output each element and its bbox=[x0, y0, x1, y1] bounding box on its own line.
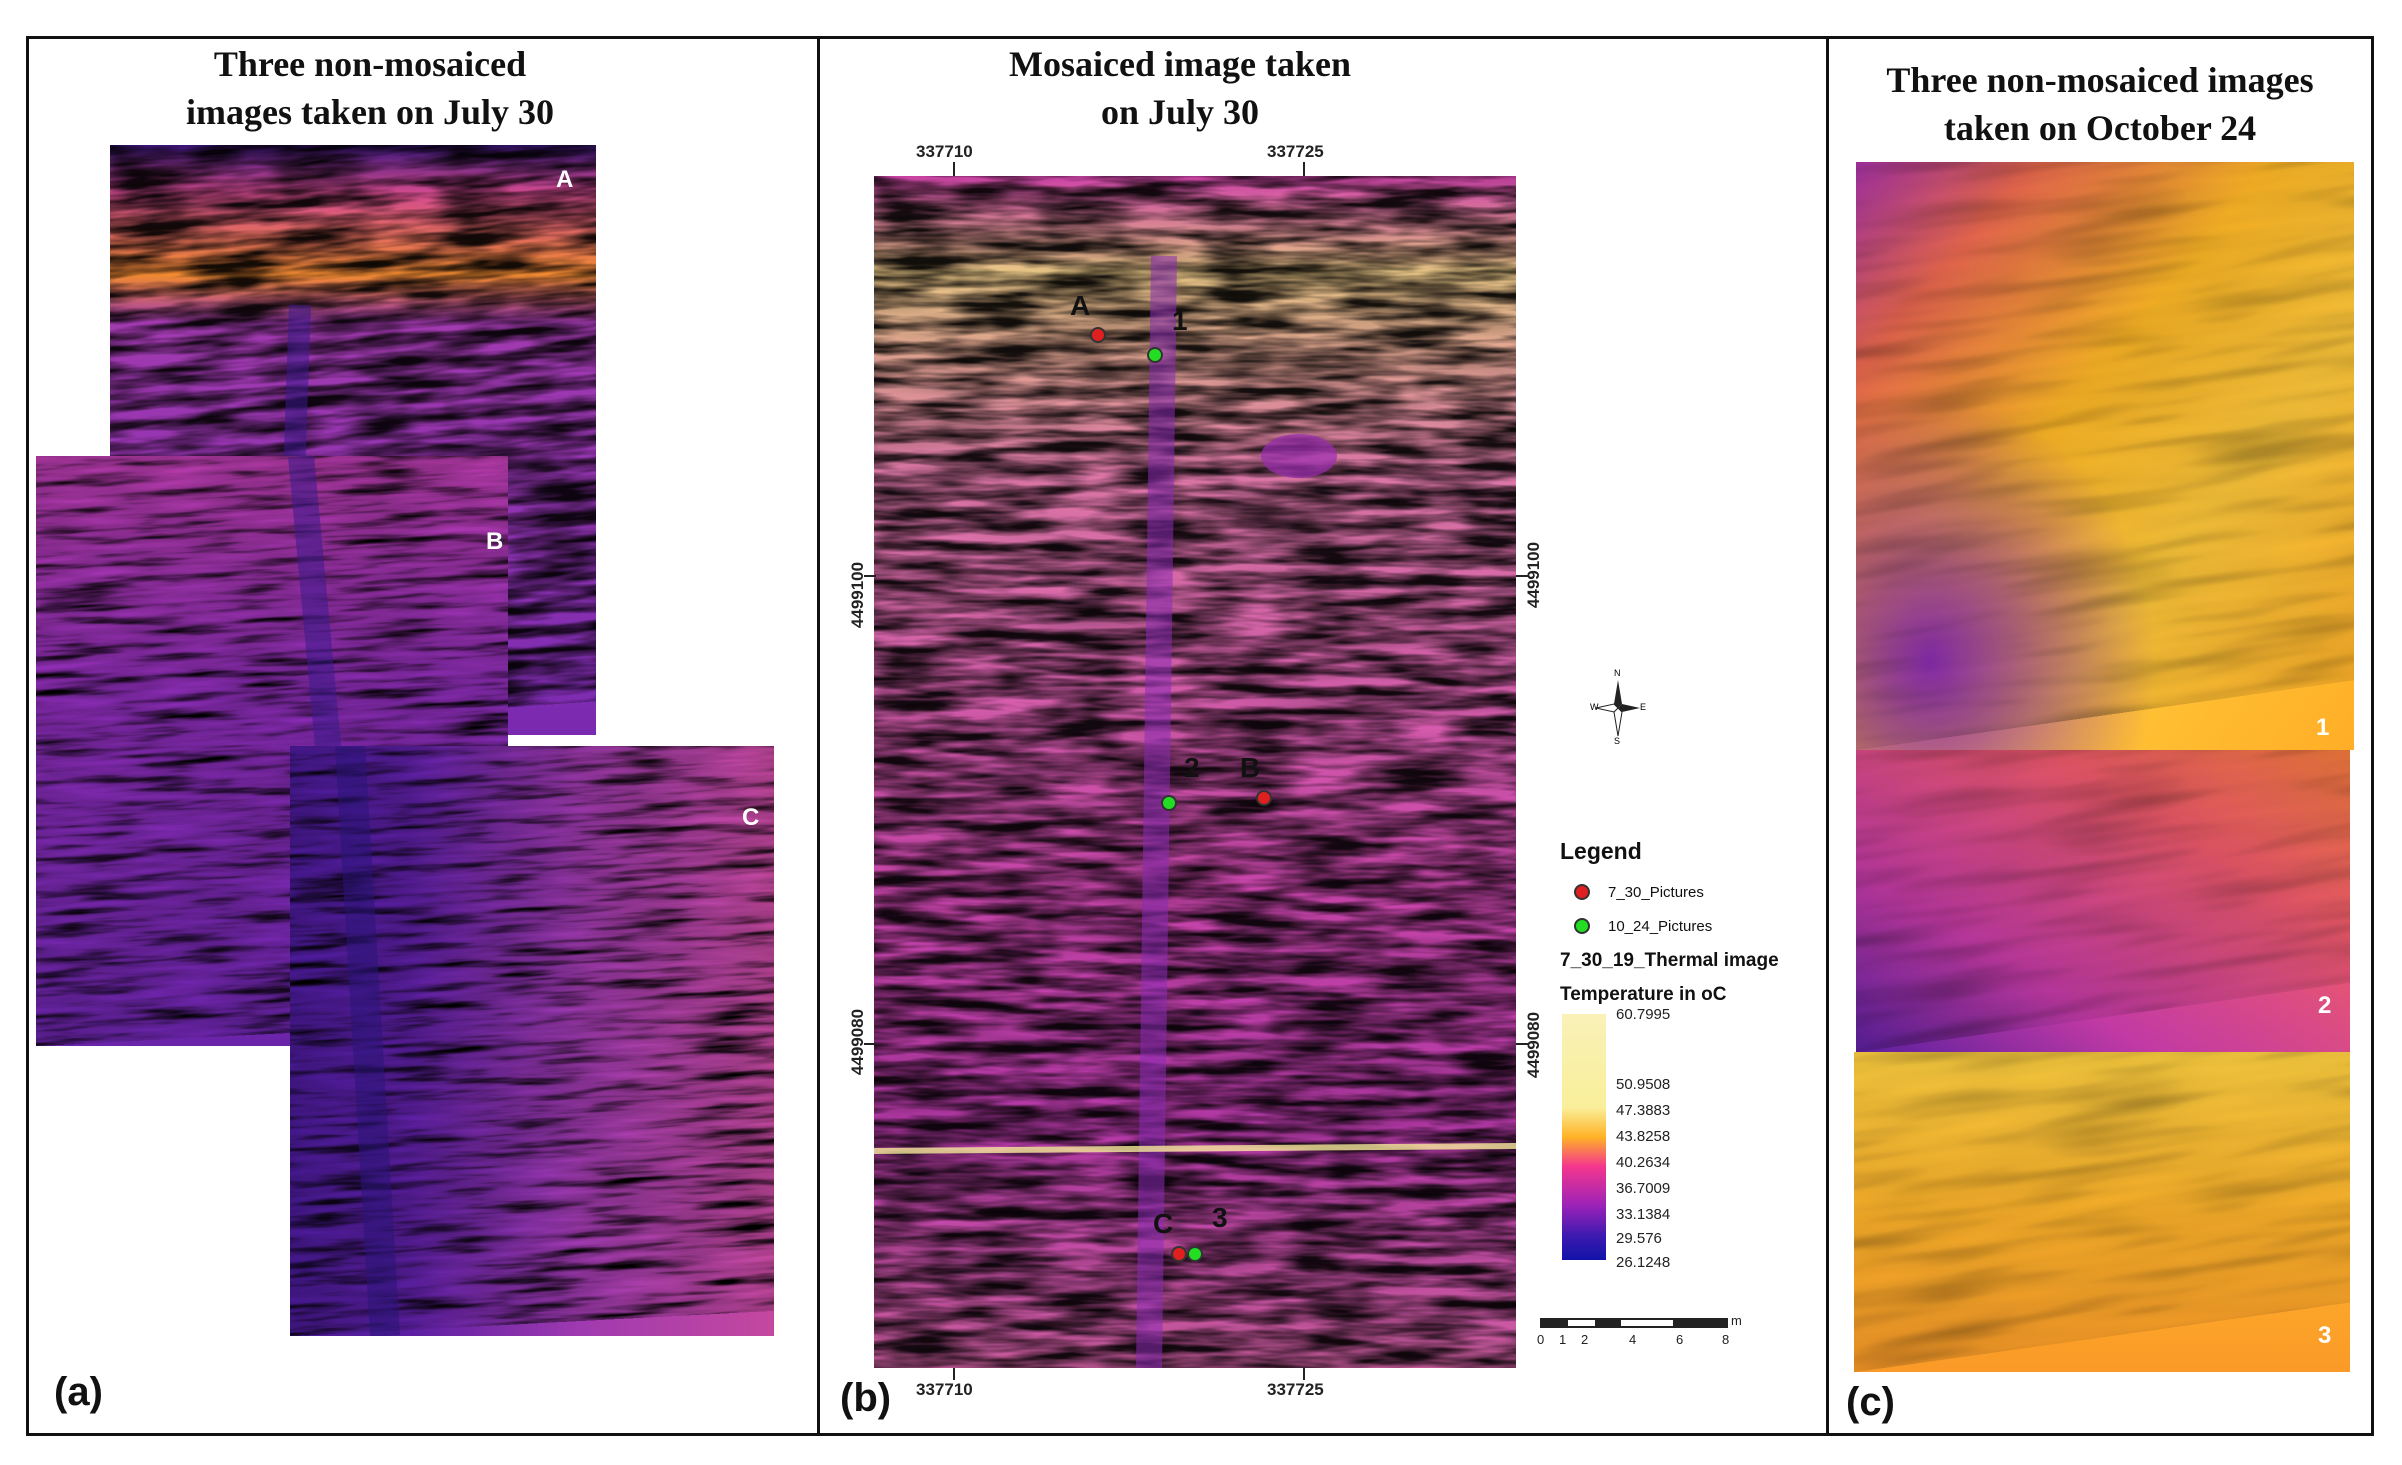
x-coord-bottom-2: 337725 bbox=[1267, 1380, 1324, 1399]
oct-thermal-tile-3 bbox=[1854, 1052, 2350, 1372]
tick-bottom-1 bbox=[953, 1368, 955, 1380]
scale-tick-4: 4 bbox=[1629, 1332, 1637, 1347]
scale-tick-8: 8 bbox=[1722, 1332, 1730, 1347]
tick-left-2 bbox=[864, 1043, 876, 1045]
legend-green-swatch bbox=[1574, 918, 1590, 934]
tick-bottom-2 bbox=[1303, 1368, 1305, 1380]
tick-top-1 bbox=[953, 162, 955, 178]
oct-thermal-tile-2 bbox=[1856, 750, 2350, 1052]
marker-green-1 bbox=[1147, 347, 1163, 363]
ramp-value-5: 40.2634 bbox=[1616, 1154, 1671, 1171]
legend-layer-name: 7_30_19_Thermal image bbox=[1560, 950, 1779, 971]
marker-label-1: 1 bbox=[1172, 305, 1188, 336]
oct-tile-label-3: 3 bbox=[2318, 1322, 2332, 1349]
marker-label-3: 3 bbox=[1212, 1202, 1228, 1233]
panel-c-label: (c) bbox=[1846, 1380, 1895, 1424]
scale-tick-2: 2 bbox=[1581, 1332, 1589, 1347]
tick-top-2 bbox=[1303, 162, 1305, 178]
x-coord-bottom-1: 337710 bbox=[916, 1380, 973, 1399]
legend-units: Temperature in oC bbox=[1560, 984, 1727, 1005]
oct-tile-label-2: 2 bbox=[2318, 992, 2332, 1019]
marker-red-c bbox=[1171, 1246, 1187, 1262]
tile-label-c: C bbox=[742, 804, 760, 831]
legend-green-label: 10_24_Pictures bbox=[1608, 918, 1713, 935]
thermal-tile-c bbox=[290, 746, 774, 1336]
ramp-value-2: 50.9508 bbox=[1616, 1076, 1671, 1093]
marker-green-2 bbox=[1161, 795, 1177, 811]
marker-label-a: A bbox=[1070, 290, 1091, 321]
panel-a-title: Three non-mosaiced images taken on July … bbox=[185, 44, 555, 132]
x-coord-top-2: 337725 bbox=[1267, 142, 1324, 161]
oct-thermal-tile-1 bbox=[1856, 162, 2354, 750]
ramp-value-4: 43.8258 bbox=[1616, 1128, 1671, 1145]
panel-c-title: Three non-mosaiced images taken on Octob… bbox=[1886, 60, 2314, 148]
ramp-value-9: 26.1248 bbox=[1616, 1254, 1671, 1271]
y-coord-left-2: 4499080 bbox=[848, 1008, 867, 1076]
tick-right-2 bbox=[1516, 1043, 1528, 1045]
compass-e: E bbox=[1640, 702, 1647, 712]
panel-a-label: (a) bbox=[54, 1370, 103, 1414]
ramp-value-6: 36.7009 bbox=[1616, 1180, 1671, 1197]
panel-divider-1 bbox=[817, 36, 820, 1436]
x-coord-top-1: 337710 bbox=[916, 142, 973, 161]
scale-tick-0: 0 bbox=[1537, 1332, 1545, 1347]
marker-label-b: B bbox=[1240, 752, 1261, 783]
tile-label-a: A bbox=[556, 166, 574, 193]
temperature-color-ramp bbox=[1562, 1014, 1606, 1260]
scale-bar bbox=[1540, 1318, 1728, 1328]
marker-red-a bbox=[1090, 327, 1106, 343]
y-coord-left-1: 4499100 bbox=[848, 561, 867, 629]
scale-tick-1: 1 bbox=[1559, 1332, 1567, 1347]
legend-title: Legend bbox=[1560, 838, 1642, 864]
marker-label-2: 2 bbox=[1184, 752, 1200, 783]
legend-red-swatch bbox=[1574, 884, 1590, 900]
oct-tile-label-1: 1 bbox=[2316, 714, 2330, 741]
legend-red-label: 7_30_Pictures bbox=[1608, 884, 1704, 901]
scale-tick-6: 6 bbox=[1676, 1332, 1684, 1347]
marker-label-c: C bbox=[1153, 1208, 1174, 1239]
marker-red-b bbox=[1256, 790, 1272, 806]
ramp-value-1: 60.7995 bbox=[1616, 1006, 1671, 1023]
scale-unit: m bbox=[1731, 1313, 1742, 1328]
tick-right-1 bbox=[1516, 575, 1528, 577]
north-arrow-icon: N S E W bbox=[1590, 668, 1646, 748]
compass-s: S bbox=[1614, 736, 1621, 746]
marker-green-3 bbox=[1187, 1246, 1203, 1262]
ramp-value-3: 47.3883 bbox=[1616, 1102, 1671, 1119]
panel-b-label: (b) bbox=[840, 1376, 892, 1420]
mosaic-thermal-image bbox=[874, 176, 1516, 1368]
tick-left-1 bbox=[864, 575, 876, 577]
ramp-value-7: 33.1384 bbox=[1616, 1206, 1671, 1223]
figure-frame bbox=[26, 36, 2374, 1436]
y-coord-right-2: 4499080 bbox=[1524, 1011, 1543, 1079]
panel-b-title: Mosaiced image taken on July 30 bbox=[1009, 44, 1351, 132]
compass-w: W bbox=[1590, 702, 1599, 712]
compass-n: N bbox=[1614, 668, 1621, 678]
ramp-value-8: 29.576 bbox=[1616, 1230, 1662, 1247]
tile-label-b: B bbox=[486, 528, 504, 555]
panel-divider-2 bbox=[1826, 36, 1829, 1436]
